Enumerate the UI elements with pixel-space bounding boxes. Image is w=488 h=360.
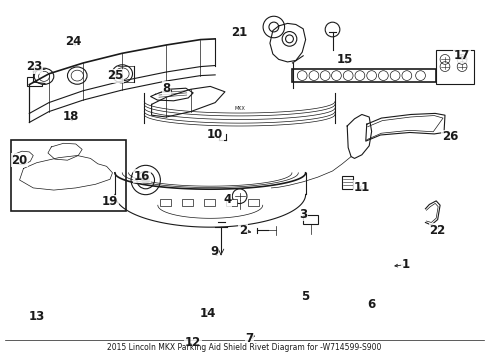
Ellipse shape (115, 68, 129, 80)
Text: 2: 2 (239, 224, 246, 237)
Bar (11, 140, 125, 211)
Bar (226, 199, 237, 206)
Text: 17: 17 (453, 49, 469, 62)
Text: 19: 19 (102, 195, 118, 208)
Circle shape (142, 176, 149, 184)
Text: 23: 23 (26, 60, 42, 73)
Text: MKX: MKX (234, 105, 244, 111)
Bar (435, 50, 473, 84)
Text: 3: 3 (299, 208, 306, 221)
Text: 4: 4 (223, 193, 231, 206)
Ellipse shape (34, 68, 54, 85)
Text: 21: 21 (231, 26, 247, 39)
Ellipse shape (67, 67, 87, 84)
Text: 20: 20 (11, 154, 28, 167)
Text: 9: 9 (210, 246, 218, 258)
Text: 13: 13 (28, 310, 45, 323)
Text: 18: 18 (62, 111, 79, 123)
Text: 8: 8 (162, 82, 170, 95)
Text: 11: 11 (353, 181, 369, 194)
Ellipse shape (39, 71, 49, 81)
Text: 5: 5 (301, 291, 309, 303)
Bar (248, 199, 259, 206)
Bar (292, 69, 435, 82)
Bar (303, 215, 317, 224)
Ellipse shape (112, 65, 132, 83)
Text: 12: 12 (184, 336, 201, 348)
Text: 10: 10 (206, 129, 223, 141)
Text: 16: 16 (133, 170, 150, 183)
Text: 1: 1 (401, 258, 409, 271)
Bar (204, 199, 215, 206)
Text: 26: 26 (441, 130, 457, 143)
Text: 14: 14 (199, 307, 216, 320)
Text: 6: 6 (367, 298, 375, 311)
Bar (27, 77, 41, 86)
Text: 24: 24 (65, 35, 81, 48)
Text: 25: 25 (106, 69, 123, 82)
Text: 22: 22 (428, 224, 445, 237)
Text: 7: 7 (245, 332, 253, 345)
Text: 2015 Lincoln MKX Parking Aid Shield Rivet Diagram for -W714599-S900: 2015 Lincoln MKX Parking Aid Shield Rive… (107, 343, 381, 352)
Bar (160, 199, 171, 206)
Text: 15: 15 (336, 53, 352, 66)
Bar (182, 199, 193, 206)
Bar (342, 176, 352, 189)
Ellipse shape (71, 70, 83, 81)
